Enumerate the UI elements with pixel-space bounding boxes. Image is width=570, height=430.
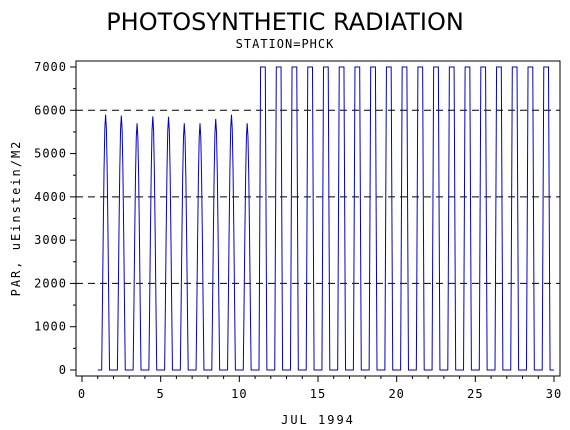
par-series-line: [97, 66, 554, 371]
series-group: [97, 66, 554, 371]
x-tick-label: 5: [157, 387, 165, 401]
y-tick-label: 5000: [34, 147, 67, 161]
y-axis: 0 1000 2000 3000 4000 5000 6000 7000: [34, 60, 76, 377]
x-axis-label: JUL 1994: [281, 413, 355, 427]
y-tick-label: 1000: [34, 320, 67, 334]
x-tick-label: 15: [310, 387, 326, 401]
y-axis-label: PAR, uEinstein/M2: [9, 140, 23, 297]
x-tick-label: 0: [78, 387, 86, 401]
x-tick-label: 30: [546, 387, 562, 401]
chart-subtitle: STATION=PHCK: [236, 37, 335, 51]
y-tick-label: 6000: [34, 103, 67, 117]
chart-title: PHOTOSYNTHETIC RADIATION: [106, 8, 464, 36]
y-tick-label: 3000: [34, 233, 67, 247]
y-tick-label: 2000: [34, 276, 67, 290]
x-tick-label: 10: [231, 387, 247, 401]
y-tick-label: 0: [59, 363, 67, 377]
x-tick-label: 20: [388, 387, 404, 401]
y-tick-label: 4000: [34, 190, 67, 204]
x-axis: 0 5 10 15 20 25 30: [78, 376, 562, 401]
reference-lines: [76, 109, 560, 284]
y-tick-label: 7000: [34, 60, 67, 74]
x-tick-label: 25: [467, 387, 483, 401]
